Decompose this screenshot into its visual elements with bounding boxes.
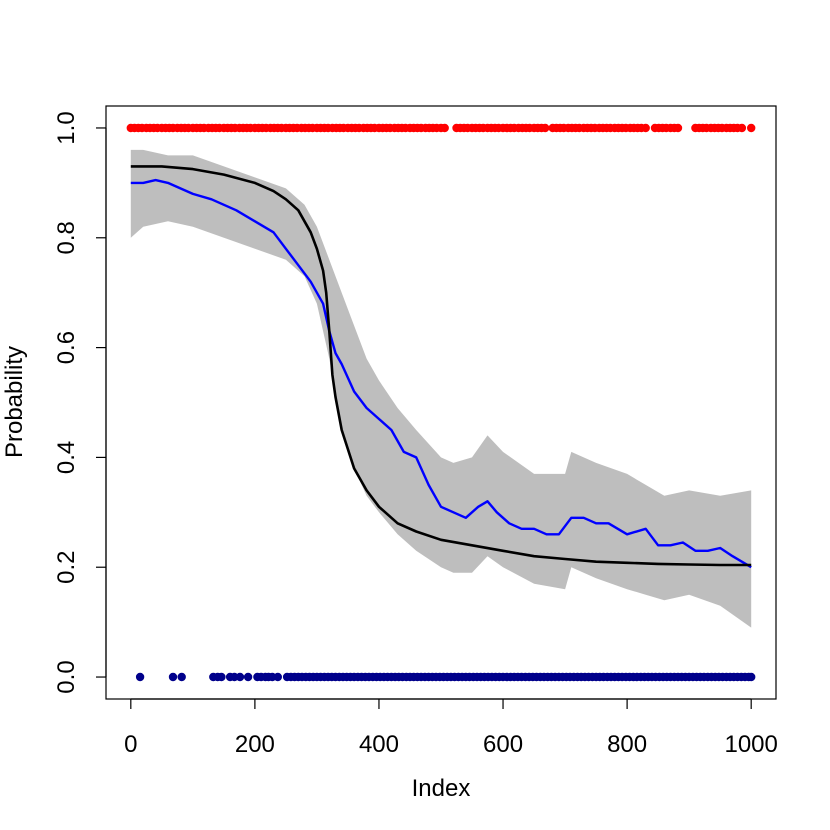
confidence-band-layer xyxy=(130,149,752,628)
point-class-zero xyxy=(235,672,245,682)
series-lines-layer xyxy=(130,165,752,569)
x-tick-label: 600 xyxy=(483,731,523,758)
point-class-one xyxy=(737,123,747,133)
y-tick-label: 0.8 xyxy=(53,221,80,254)
y-tick-label: 1.0 xyxy=(53,111,80,144)
point-class-zero xyxy=(217,672,226,682)
point-class-one xyxy=(440,123,449,133)
y-axis: 0.0 0.2 0.4 0.6 0.8 1.0 xyxy=(53,111,107,694)
confidence-band xyxy=(130,149,752,628)
observation-points-layer xyxy=(126,123,756,682)
x-tick-label: 0 xyxy=(124,731,137,758)
y-tick-label: 0.4 xyxy=(53,441,80,474)
point-class-zero xyxy=(168,672,178,682)
x-tick-label: 400 xyxy=(359,731,399,758)
point-class-zero xyxy=(135,672,145,682)
estimate-line xyxy=(130,178,752,569)
x-tick-label: 1000 xyxy=(724,731,777,758)
x-tick-label: 800 xyxy=(607,731,647,758)
point-class-one xyxy=(673,123,683,133)
point-class-one xyxy=(747,123,756,133)
point-class-one xyxy=(541,123,550,133)
x-axis: 0 200 400 600 800 1000 xyxy=(124,698,778,758)
true-probability-line xyxy=(130,165,752,567)
point-class-zero xyxy=(273,672,282,682)
y-tick-label: 0.0 xyxy=(53,660,80,693)
point-class-zero xyxy=(243,672,253,682)
point-class-zero xyxy=(747,672,756,682)
x-tick-label: 200 xyxy=(235,731,275,758)
y-tick-label: 0.2 xyxy=(53,551,80,584)
y-axis-title: Probability xyxy=(1,346,28,458)
y-tick-label: 0.6 xyxy=(53,331,80,364)
point-class-zero xyxy=(177,672,186,682)
x-axis-title: Index xyxy=(412,775,471,802)
point-class-one xyxy=(641,123,650,133)
